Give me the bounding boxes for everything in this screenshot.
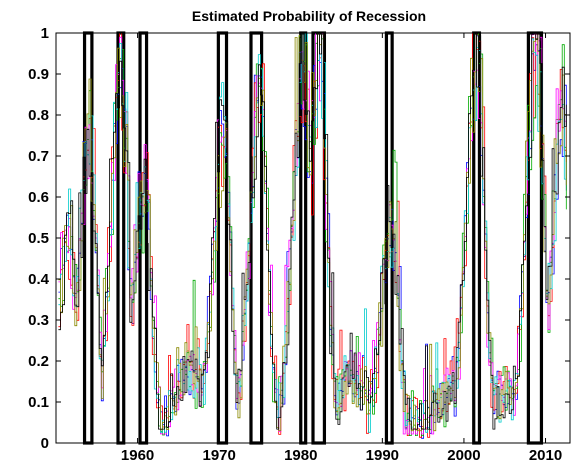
recession-band-7 <box>311 31 327 445</box>
y-tick-label: 0.9 <box>28 66 49 83</box>
x-tick-label: 1990 <box>366 447 399 464</box>
y-tick-label: 0.7 <box>28 148 49 165</box>
y-tick-label: 0.3 <box>28 312 49 329</box>
probability-series <box>58 32 567 439</box>
x-tick-label: 2000 <box>447 447 480 464</box>
x-tick-label: 1960 <box>121 447 154 464</box>
probability-series-6 <box>58 32 567 432</box>
probability-series-7 <box>58 32 567 430</box>
y-tick-label: 0.2 <box>28 353 49 370</box>
y-tick-label: 0.5 <box>28 230 49 247</box>
x-tick-label: 2010 <box>529 447 562 464</box>
chart-title: Estimated Probability of Recession <box>192 8 426 24</box>
y-tick-label: 0.4 <box>28 271 50 288</box>
recession-band-4 <box>216 31 229 445</box>
recession-band-3 <box>138 31 149 445</box>
x-tick-label: 1980 <box>284 447 317 464</box>
y-tick-label: 0.8 <box>28 107 49 124</box>
y-tick-label: 0 <box>41 435 49 452</box>
y-tick-label: 0.6 <box>28 189 49 206</box>
axis-ticks: 0 0.1 0.2 0.3 0.4 0.5 0.6 0.7 0.8 0.9 1 1960 1970 198… <box>28 25 570 464</box>
x-tick-label: 1970 <box>202 447 235 464</box>
y-tick-label: 1 <box>41 25 49 42</box>
y-tick-label: 0.1 <box>28 394 49 411</box>
